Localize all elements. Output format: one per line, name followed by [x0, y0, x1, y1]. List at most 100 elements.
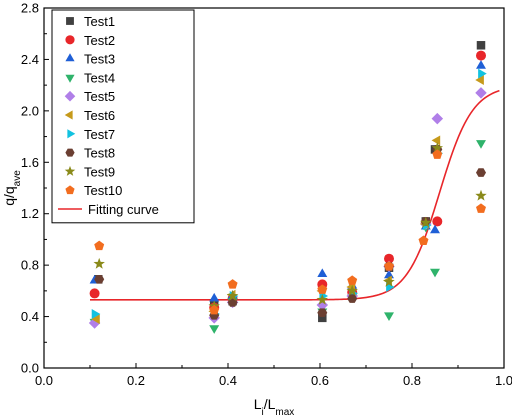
legend-label: Test1 [84, 14, 115, 29]
data-point [89, 288, 100, 299]
data-point [384, 253, 394, 264]
legend-label: Test2 [84, 33, 115, 48]
legend-label: Test9 [84, 164, 115, 179]
data-point [317, 284, 328, 294]
data-point [475, 87, 487, 99]
x-tick-labels: 0.0 0.2 0.4 0.6 0.8 1.0 [35, 373, 512, 388]
legend-marker [65, 35, 75, 45]
x-tick-label: 0.0 [35, 373, 53, 388]
legend-item-test4: Test4 [65, 70, 115, 85]
series-test10 [94, 149, 486, 315]
y-tick-labels: 0.0 0.4 0.8 1.2 1.6 2.0 2.4 2.8 [21, 1, 39, 376]
legend-marker [64, 165, 76, 176]
legend-marker [66, 17, 74, 25]
data-point [317, 268, 328, 278]
legend-box [51, 9, 195, 224]
y-tick-label: 0.8 [21, 258, 39, 273]
data-point [432, 149, 443, 159]
x-tick-label: 0.2 [127, 373, 145, 388]
x-axis-label-sub: i [261, 407, 263, 418]
data-point [227, 298, 238, 307]
x-axis-label: Li/Lmax [254, 396, 295, 418]
y-tick-label: 2.8 [21, 1, 39, 16]
data-point [432, 216, 443, 227]
data-point [478, 68, 487, 79]
legend-label: Test6 [84, 108, 115, 123]
x-tick-label: 0.8 [403, 373, 421, 388]
data-point [476, 168, 486, 177]
data-point [317, 308, 328, 318]
data-point [91, 314, 100, 325]
data-point [476, 203, 486, 213]
legend-marker [65, 53, 75, 62]
legend-item-test10: Test10 [65, 183, 122, 198]
data-point [316, 299, 329, 311]
legend-label: Test7 [84, 127, 115, 142]
data-point [420, 216, 432, 228]
data-point [316, 293, 329, 305]
legend-marker [65, 148, 75, 157]
legend-item-test3: Test3 [65, 52, 115, 67]
legend-marker [65, 185, 75, 195]
y-tick-label: 0.0 [21, 361, 39, 376]
x-axis-label-main: L [254, 396, 262, 412]
legend-label: Test3 [84, 52, 115, 67]
legend-item-test7: Test7 [67, 127, 115, 142]
data-point [94, 240, 105, 251]
data-point [346, 284, 358, 296]
data-point [476, 41, 486, 50]
y-tick-label: 2.4 [21, 52, 39, 67]
x-tick-label: 0.4 [219, 373, 237, 388]
legend-item-test8: Test8 [65, 146, 115, 161]
data-point [94, 274, 105, 284]
y-tick-label: 1.2 [21, 206, 39, 221]
legend-marker [67, 129, 76, 139]
fitting-curve [90, 89, 500, 301]
data-point [384, 261, 394, 271]
data-point [431, 112, 444, 125]
data-point [476, 50, 486, 61]
legend-item-test5: Test5 [64, 89, 115, 104]
data-point [431, 142, 444, 153]
data-point [226, 290, 239, 301]
data-point [93, 257, 105, 269]
y-tick-label: 2.0 [21, 103, 39, 118]
data-point [476, 60, 486, 69]
legend-item-test9: Test9 [64, 164, 115, 179]
data-point [227, 279, 238, 289]
data-point [431, 135, 441, 146]
data-point [475, 75, 484, 85]
y-axis-label: q/qave [1, 170, 23, 206]
y-axis-label-sub: ave [12, 170, 23, 187]
legend-item-test1: Test1 [66, 14, 115, 29]
legend-label: Test8 [84, 146, 115, 161]
data-point [91, 309, 101, 319]
data-point [384, 312, 394, 322]
legend-label: Test10 [84, 183, 122, 198]
legend-marker [64, 90, 76, 102]
data-points-layer [88, 41, 487, 334]
data-point [418, 235, 429, 245]
legend-item-test2: Test2 [65, 33, 115, 48]
x-axis-label-mid: /L [264, 396, 276, 412]
data-point [318, 313, 327, 323]
fitting-curve-layer [90, 89, 500, 301]
data-point [209, 292, 220, 302]
y-axis-label-main: q/q [1, 186, 17, 205]
x-axis-label-sub2: max [275, 407, 294, 418]
legend-item-test6: Test6 [64, 108, 115, 123]
data-point [475, 189, 487, 201]
data-point [383, 275, 395, 287]
data-point [430, 224, 440, 234]
legend: Test1 Test2 Test3 Test4 Test5 Test6 Test7 Test8… [51, 9, 195, 224]
legend-marker [64, 110, 73, 120]
legend-marker [65, 74, 75, 83]
legend-label: Test4 [84, 70, 115, 85]
y-tick-label: 1.6 [21, 155, 39, 170]
plot-frame [43, 7, 505, 369]
data-point [430, 268, 440, 278]
y-tick-label: 0.4 [21, 309, 39, 324]
x-tick-label: 0.6 [311, 373, 329, 388]
x-tick-label: 1.0 [495, 373, 512, 388]
legend-label: Fitting curve [88, 202, 159, 217]
